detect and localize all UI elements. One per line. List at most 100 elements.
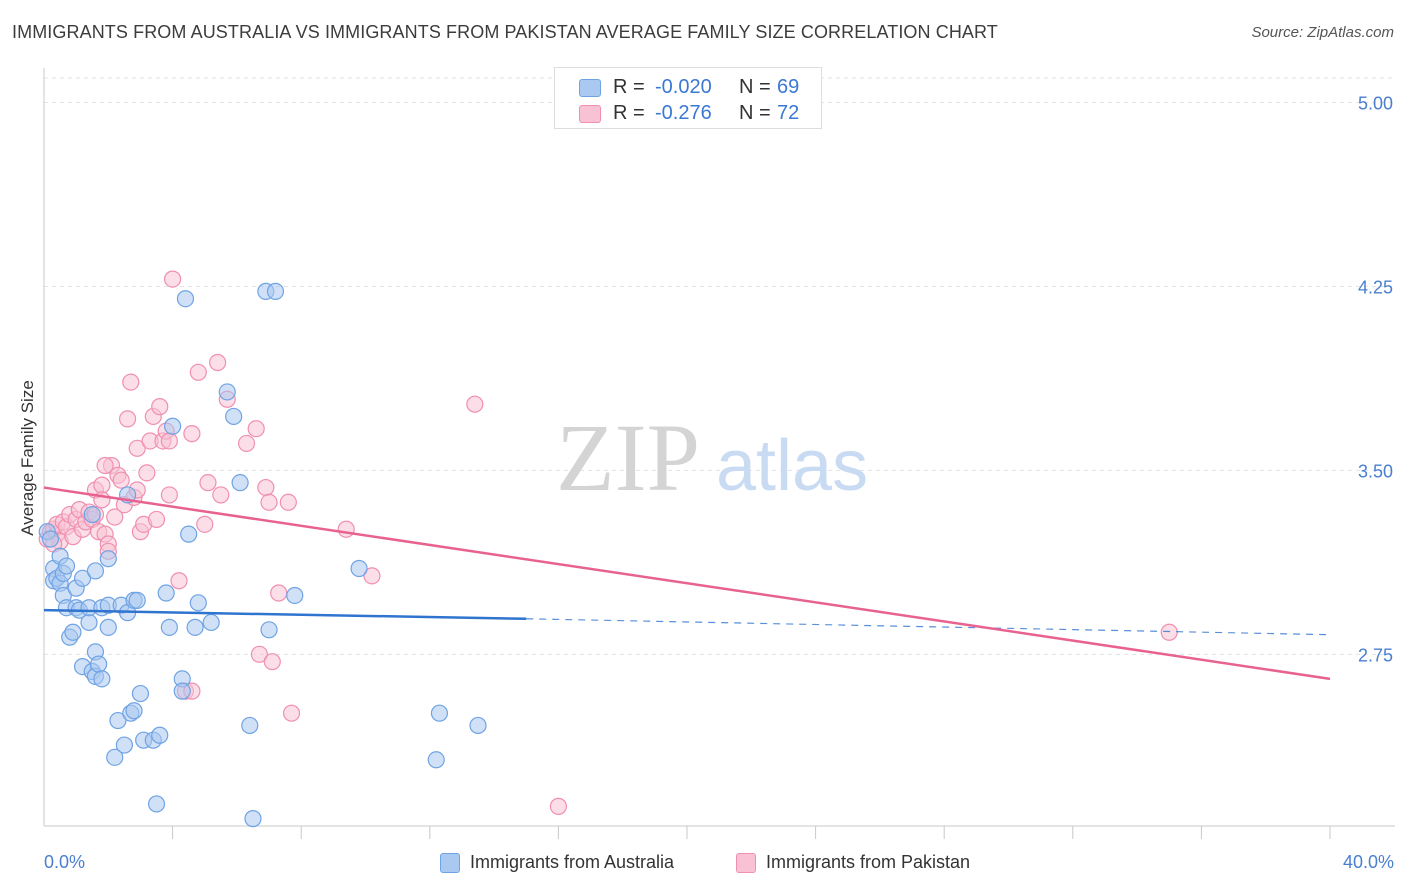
data-point-pakistan (466, 395, 484, 413)
data-point-australia (83, 505, 101, 524)
data-point-pakistan (118, 410, 137, 428)
trend-line-pakistan (43, 486, 1331, 681)
series-legend: Immigrants from Australia Immigrants fro… (0, 852, 1406, 878)
data-point-australia (90, 655, 108, 673)
x-tick-max: 40.0% (1342, 852, 1394, 872)
data-point-pakistan (138, 464, 156, 482)
data-point-australia (125, 702, 143, 720)
trend-line-australia-extension (526, 618, 1331, 636)
legend-item-pakistan[interactable]: Immigrants from Pakistan (736, 852, 970, 873)
data-point-pakistan (96, 456, 114, 475)
data-point-australia (430, 704, 449, 722)
data-point-pakistan (209, 353, 227, 372)
data-point-australia (241, 716, 259, 735)
data-point-australia (164, 417, 182, 435)
watermark-zip: ZIP (556, 404, 700, 511)
data-point-australia (231, 474, 249, 492)
watermark: ZIP atlas (556, 404, 868, 511)
data-point-pakistan (160, 486, 178, 504)
data-point-pakistan (1160, 623, 1178, 641)
y-tick-label: 4.25 (1358, 277, 1393, 297)
legend-label-australia: Immigrants from Australia (470, 852, 675, 872)
data-point-australia (244, 810, 262, 828)
data-point-pakistan (247, 420, 265, 438)
data-point-australia (157, 584, 175, 602)
data-point-australia (202, 613, 220, 632)
chart-title: IMMIGRANTS FROM AUSTRALIA VS IMMIGRANTS … (12, 22, 998, 42)
gridlines (44, 77, 1395, 655)
data-point-pakistan (160, 432, 178, 450)
data-point-pakistan (196, 515, 214, 533)
correlation-legend: R = -0.020 N = 69 R = -0.276 N = 72 (554, 67, 822, 129)
source-label: Source: ZipAtlas.com (1251, 24, 1394, 41)
legend-r-value: -0.020 (655, 76, 712, 98)
data-point-pakistan (237, 434, 256, 453)
legend-item-australia[interactable]: Immigrants from Australia (440, 852, 674, 873)
y-tick-label: 5.00 (1358, 94, 1393, 114)
data-point-pakistan (260, 493, 278, 511)
legend-n-label: N = (739, 102, 771, 124)
data-point-australia (427, 751, 445, 769)
data-point-australia (106, 748, 124, 766)
data-point-pakistan (250, 645, 269, 663)
data-point-pakistan (112, 471, 130, 489)
data-point-australia (286, 586, 304, 605)
data-point-australia (173, 682, 191, 700)
legend-label-pakistan: Immigrants from Pakistan (766, 852, 971, 872)
data-point-pakistan (363, 567, 381, 585)
data-point-australia (160, 618, 178, 636)
data-point-pakistan (183, 425, 201, 443)
data-point-pakistan (106, 508, 124, 526)
data-point-australia (64, 623, 82, 641)
data-point-australia (57, 557, 76, 575)
data-point-pakistan (147, 510, 166, 529)
legend-swatch-pakistan (579, 104, 601, 123)
data-point-australia (99, 618, 117, 636)
series-pakistan-points (38, 270, 1178, 815)
y-tick-labels: 2.75 3.50 4.25 5.00 (1358, 94, 1393, 666)
legend-r-label: R = (613, 102, 645, 124)
data-point-pakistan (212, 486, 230, 504)
data-point-australia (128, 591, 146, 609)
data-point-australia (147, 795, 166, 813)
data-point-australia (115, 736, 133, 754)
data-point-pakistan (170, 572, 188, 590)
data-point-australia (109, 711, 127, 730)
data-point-australia (151, 726, 169, 744)
legend-swatch-australia (579, 78, 601, 97)
legend-row-australia: R = -0.020 N = 69 (579, 76, 799, 99)
trend-lines (43, 486, 1331, 681)
data-point-pakistan (549, 797, 568, 815)
data-point-pakistan (151, 398, 169, 416)
data-point-australia (131, 684, 150, 703)
data-point-australia (93, 670, 111, 688)
data-point-pakistan (122, 373, 140, 391)
data-point-australia (186, 618, 204, 636)
data-point-australia (176, 290, 195, 308)
data-point-australia (80, 613, 98, 632)
data-point-pakistan (93, 476, 111, 494)
legend-r-value: -0.276 (655, 102, 712, 124)
data-point-pakistan (263, 653, 281, 671)
data-point-pakistan (199, 474, 217, 492)
legend-swatch-australia (440, 852, 460, 873)
data-point-australia (99, 550, 117, 568)
data-point-australia (266, 282, 285, 300)
data-point-pakistan (282, 704, 301, 722)
y-tick-label: 2.75 (1358, 645, 1393, 665)
watermark-atlas: atlas (716, 426, 868, 506)
data-point-australia (180, 525, 198, 543)
trend-line-australia (43, 608, 527, 621)
data-point-pakistan (279, 493, 297, 511)
axes (43, 68, 1395, 839)
data-point-australia (350, 559, 368, 578)
data-point-australia (86, 562, 105, 580)
legend-swatch-pakistan (736, 852, 756, 873)
series-australia-points (38, 282, 487, 828)
x-tick-min: 0.0% (44, 852, 86, 872)
data-point-pakistan (164, 270, 182, 288)
data-point-pakistan (128, 439, 146, 457)
data-point-australia (41, 530, 60, 548)
legend-n-value: 72 (777, 102, 800, 124)
